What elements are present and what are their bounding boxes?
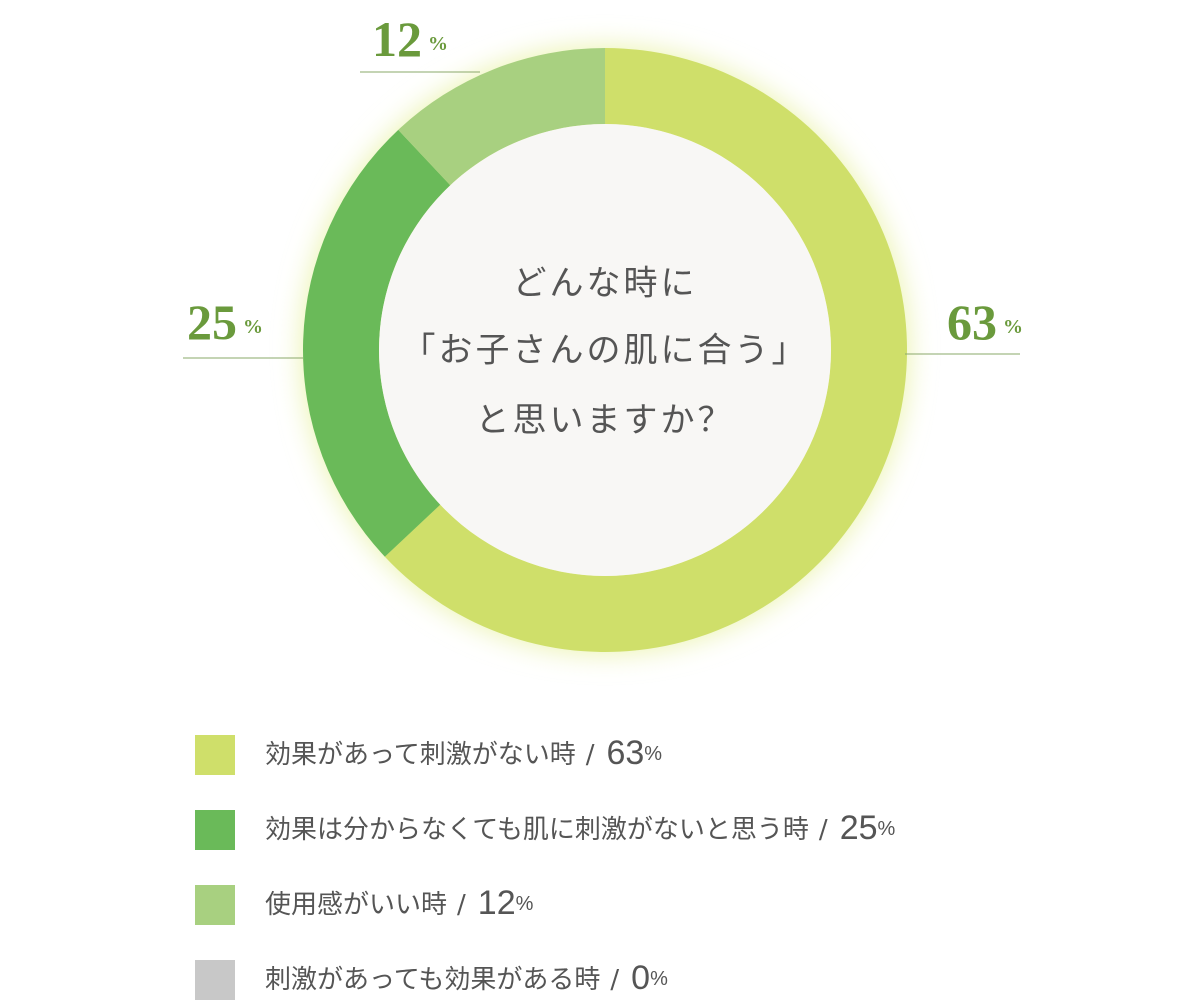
legend-label: 効果があって刺激がない時 [265, 740, 576, 770]
center-text: と思いますか？ [476, 401, 735, 441]
legend-unit: % [516, 893, 534, 915]
legend-separator: / [586, 740, 595, 770]
center-text: どんな時に [513, 264, 698, 304]
arcs [302, 48, 908, 652]
data-label-value: 25 [187, 294, 237, 350]
legend-unit: % [644, 743, 662, 765]
donut-segment [384, 48, 908, 652]
legend-unit: % [650, 968, 668, 990]
legend-swatch [195, 735, 235, 775]
legend-value: 25 [840, 809, 878, 847]
legend-unit: % [878, 818, 896, 840]
center-text: 「お子さんの肌に合う」 [402, 331, 809, 371]
data-label: 25% [187, 294, 263, 350]
donut-segment [302, 129, 451, 557]
legend-swatch [195, 885, 235, 925]
data-label-unit: % [428, 33, 448, 55]
data-label-value: 12 [372, 11, 422, 67]
legend-swatch [195, 810, 235, 850]
legend-label: 刺激があっても効果がある時 [265, 965, 600, 995]
legend-entry: 刺激があっても効果がある時 / 0% [265, 959, 668, 997]
donut-segment [398, 48, 605, 186]
legend-swatch [195, 960, 235, 1000]
center-disc [379, 124, 831, 576]
legend-entry: 効果は分からなくても肌に刺激がないと思う時 / 25% [265, 809, 896, 847]
legend-entry: 効果があって刺激がない時 / 63% [265, 734, 662, 772]
legend-separator: / [610, 965, 619, 995]
legend-value: 63 [606, 734, 644, 772]
legend-value: 0 [631, 959, 650, 997]
legend-value: 12 [478, 884, 516, 922]
data-label: 12% [372, 11, 448, 67]
data-label-unit: % [243, 316, 263, 338]
legend-label: 効果は分からなくても肌に刺激がないと思う時 [265, 815, 809, 845]
data-label: 63% [947, 294, 1023, 350]
legend-label: 使用感がいい時 [265, 890, 447, 920]
legend-separator: / [457, 890, 466, 920]
data-label-unit: % [1003, 316, 1023, 338]
data-label-value: 63 [947, 294, 997, 350]
legend-entry: 使用感がいい時 / 12% [265, 884, 534, 922]
legend-separator: / [819, 815, 828, 845]
